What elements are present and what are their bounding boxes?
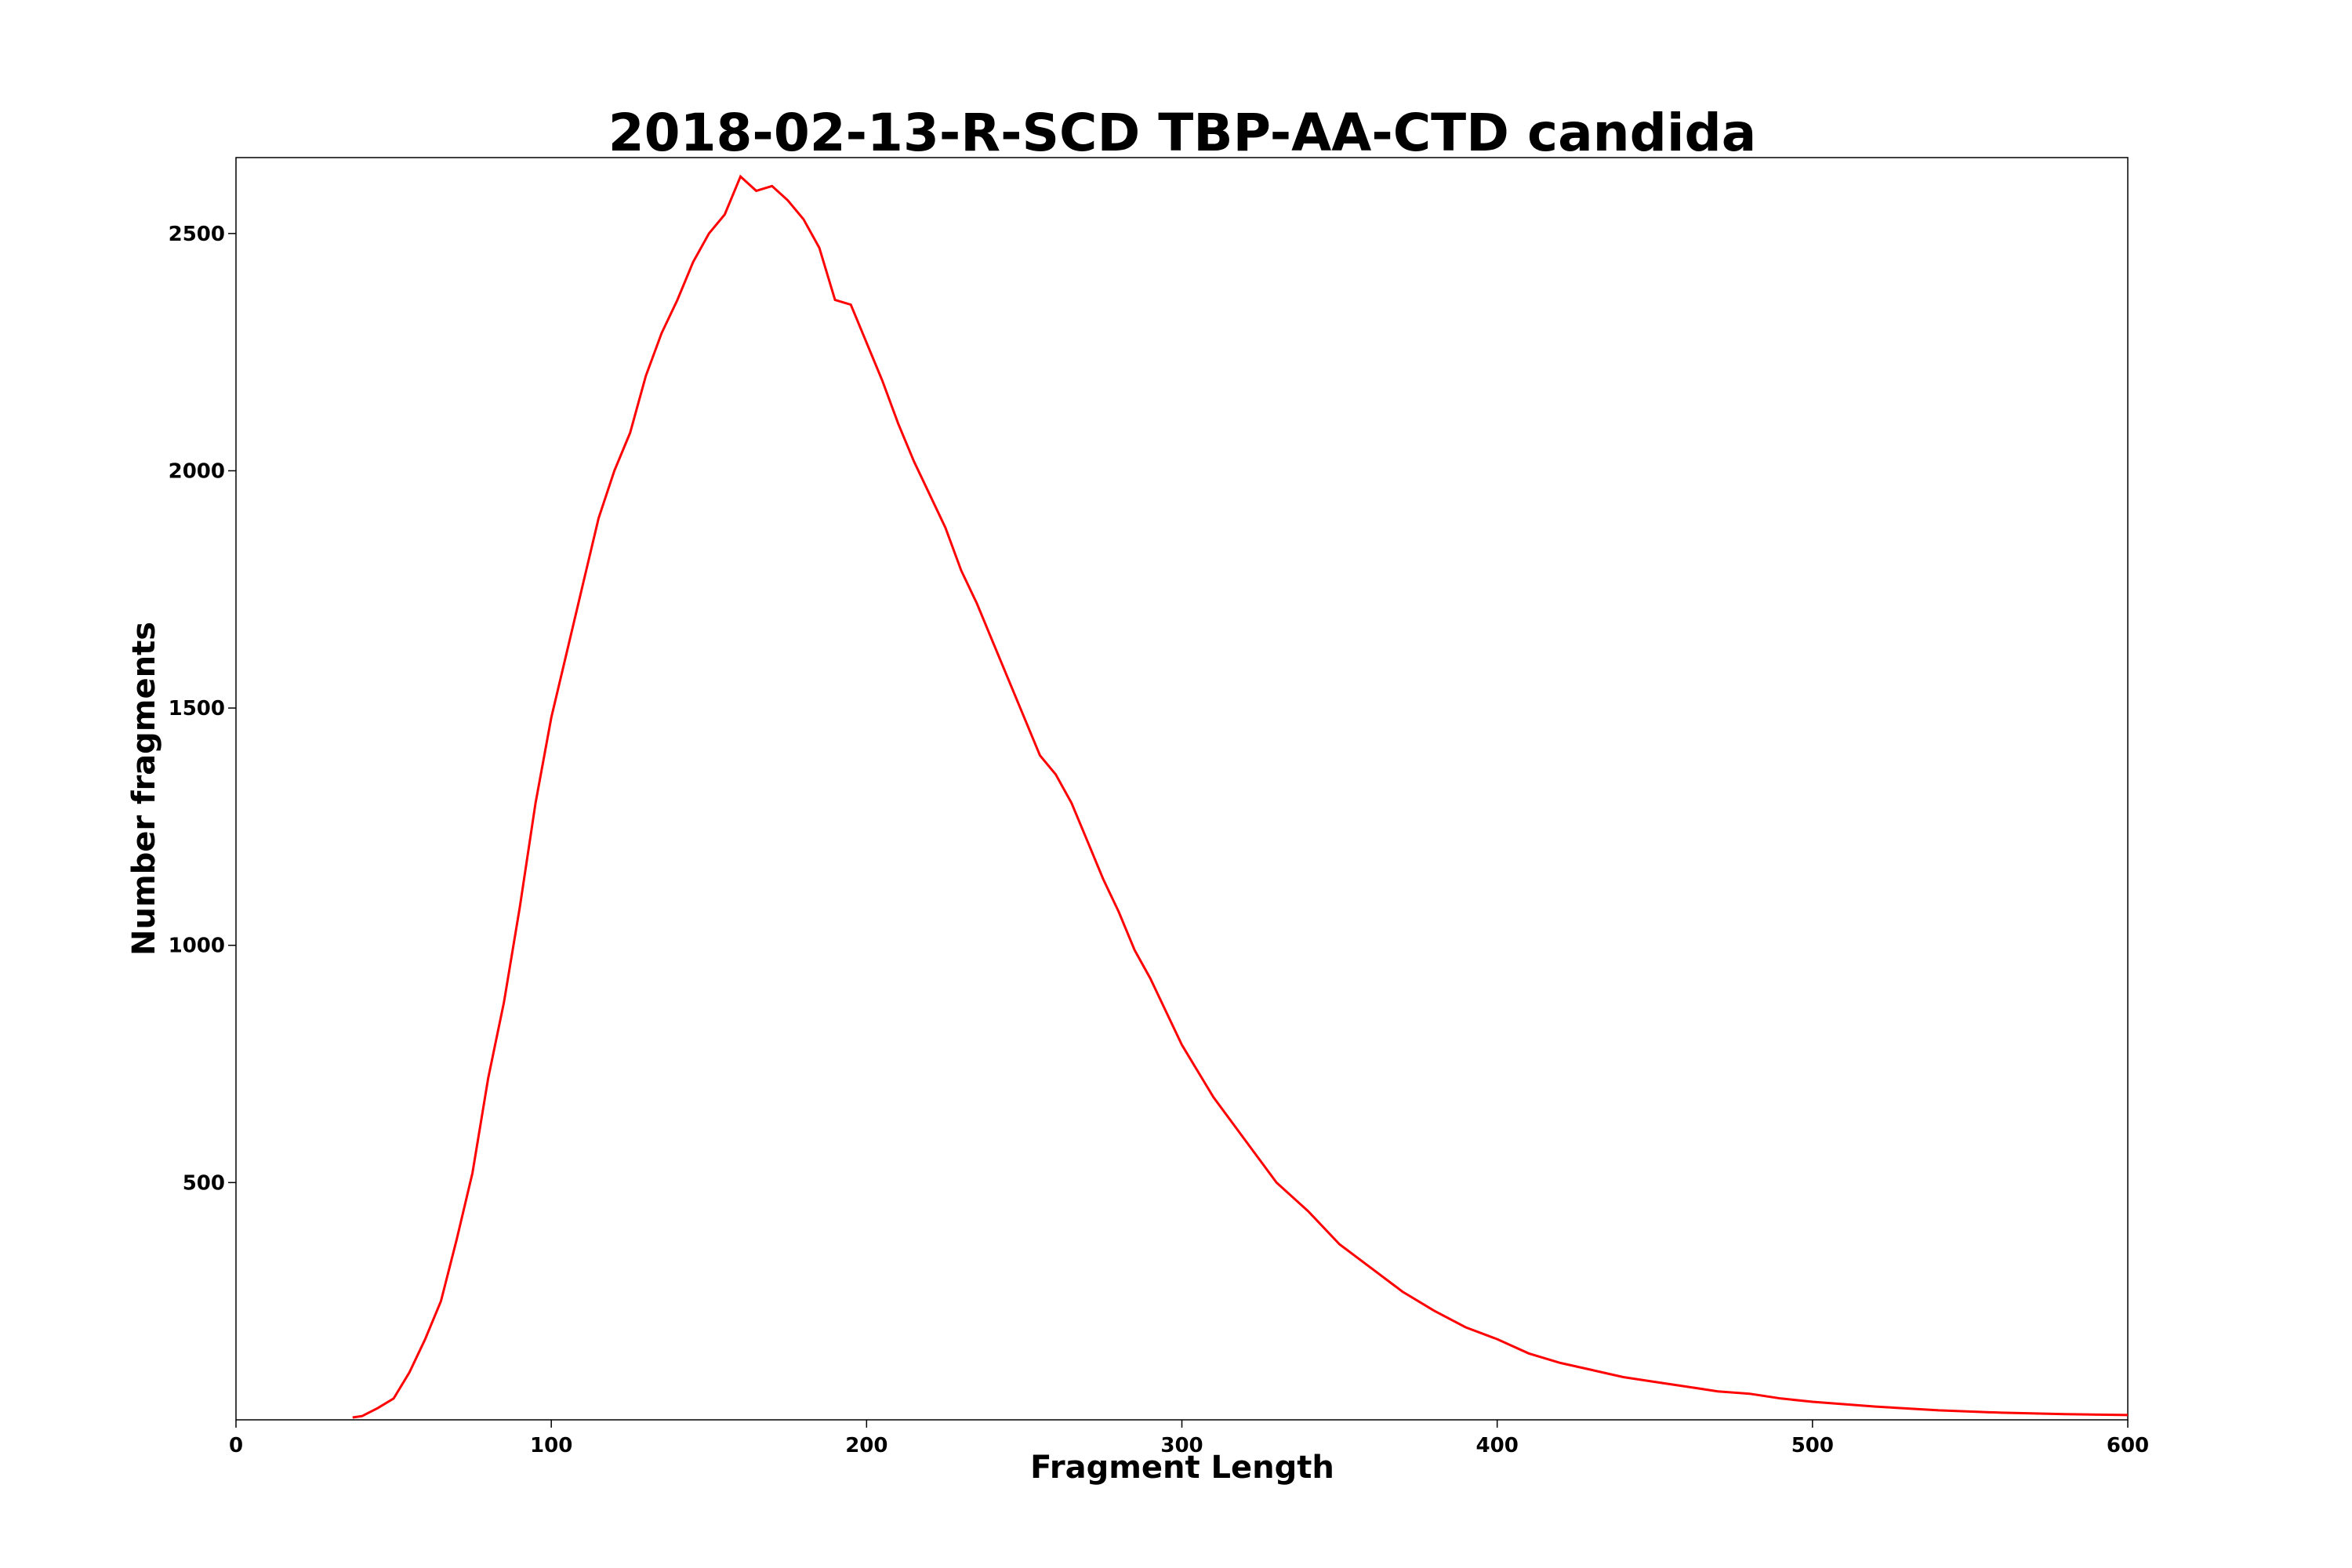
x-tick-label: 200 — [845, 1434, 887, 1457]
plot-area — [235, 157, 2129, 1421]
y-tick-label: 2000 — [169, 459, 225, 483]
y-axis: 500 1000 1500 2000 2500 — [169, 223, 236, 1195]
series-line — [352, 174, 2129, 1419]
chart-title: 2018-02-13-R-SCD TBP-AA-CTD candida — [608, 103, 1757, 163]
x-tick-label: 300 — [1160, 1434, 1203, 1457]
x-axis-label: Fragment Length — [1030, 1450, 1334, 1486]
x-axis: 0 100 200 300 400 500 600 — [229, 1420, 2149, 1457]
y-axis-label: Number fragments — [126, 622, 162, 956]
x-tick-label: 0 — [229, 1434, 243, 1457]
y-tick-label: 2500 — [169, 223, 225, 246]
y-tick-label: 1000 — [169, 935, 225, 958]
y-tick-label: 1500 — [169, 697, 225, 720]
x-tick-label: 500 — [1791, 1434, 1834, 1457]
x-tick-label: 600 — [2107, 1434, 2149, 1457]
y-tick-label: 500 — [183, 1171, 225, 1195]
x-tick-label: 100 — [530, 1434, 572, 1457]
x-tick-label: 400 — [1476, 1434, 1519, 1457]
